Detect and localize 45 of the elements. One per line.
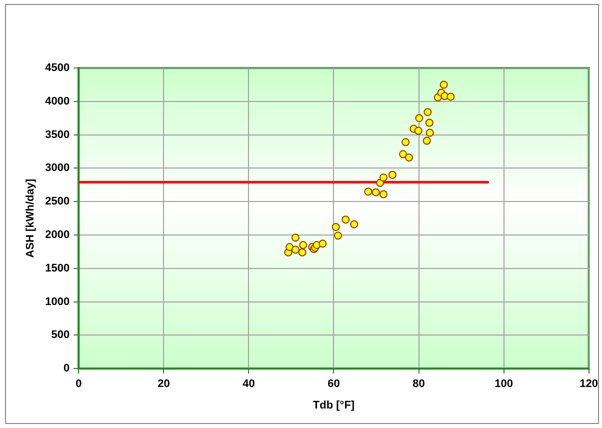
point: [372, 188, 380, 196]
point: [414, 126, 422, 135]
point: [334, 232, 342, 240]
point: [402, 138, 410, 146]
point: [291, 246, 300, 254]
y-tick-label: 1000: [45, 296, 70, 308]
x-tick-label: 120: [580, 378, 598, 390]
y-axis-title: ASH [kWh/day]: [24, 178, 37, 258]
y-tick-label: 4500: [45, 62, 70, 74]
point: [332, 222, 340, 231]
point: [299, 241, 308, 250]
point: [379, 174, 388, 182]
point: [425, 118, 434, 127]
x-tick-label: 0: [76, 378, 82, 390]
point: [422, 136, 431, 145]
y-tick-label: 2000: [45, 229, 70, 242]
point: [298, 248, 306, 256]
y-tick-label: 3000: [45, 162, 70, 174]
point: [440, 80, 448, 89]
point: [350, 220, 358, 228]
point: [404, 154, 413, 162]
point: [415, 114, 424, 122]
point: [342, 216, 350, 224]
x-tick-label: 80: [412, 378, 425, 390]
point: [399, 150, 408, 158]
point: [364, 188, 372, 196]
y-tick-label: 1500: [45, 262, 70, 274]
y-tick-label: 4000: [45, 95, 70, 108]
point: [446, 92, 455, 101]
point: [286, 243, 294, 252]
point: [424, 108, 432, 116]
y-tick-label: 3500: [45, 128, 70, 141]
y-tick-label: 2500: [45, 196, 70, 208]
point: [291, 234, 300, 242]
y-tick-label: 500: [51, 329, 70, 342]
point: [379, 190, 388, 198]
point: [318, 240, 327, 248]
point: [388, 170, 396, 179]
x-tick-label: 60: [328, 378, 340, 390]
y-tick-label: 0: [64, 362, 70, 375]
x-tick-label: 20: [158, 378, 170, 390]
x-axis-title: Tdb [°F]: [312, 399, 355, 412]
point: [426, 128, 434, 137]
x-tick-label: 40: [242, 378, 255, 390]
x-tick-label: 100: [494, 378, 513, 390]
